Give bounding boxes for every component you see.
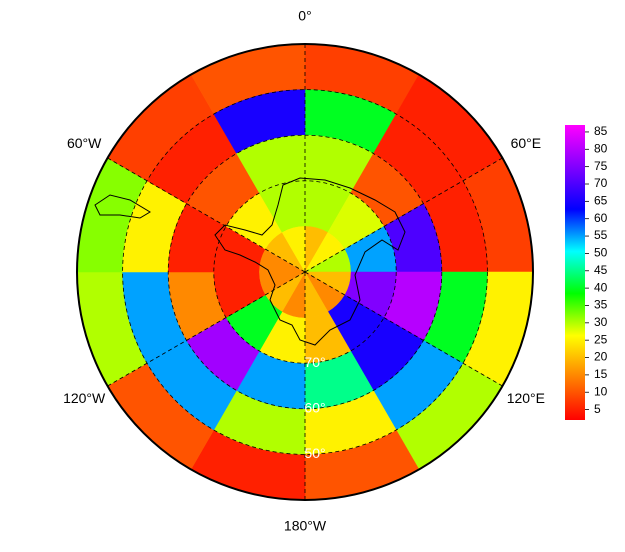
colorbar-tick-label: 70: [594, 176, 608, 190]
colorbar-tick-label: 10: [594, 384, 608, 398]
colorbar-tick-label: 25: [594, 332, 608, 346]
meridian: [107, 271, 306, 387]
colorbar-tick-label: 15: [594, 367, 608, 381]
colorbar: [565, 125, 585, 420]
parallel: [213, 180, 397, 364]
colorbar-tick-label: 20: [594, 350, 608, 364]
colorbar-tick-label: 60: [594, 211, 608, 225]
colorbar-tick-label: 30: [594, 315, 608, 329]
colorbar-tick-label: 50: [594, 246, 608, 260]
lon-label: 0°: [298, 8, 311, 24]
colorbar-tick-label: 55: [594, 228, 608, 242]
lat-label: 50°: [304, 445, 325, 461]
lat-label: 70°: [304, 354, 325, 370]
colorbar-tick-label: 35: [594, 298, 608, 312]
lon-label: 180°W: [284, 518, 327, 534]
parallel: [167, 134, 443, 410]
meridian: [107, 157, 306, 273]
colorbar-tick-label: 85: [594, 124, 608, 138]
meridian: [304, 157, 503, 273]
graticule: [107, 44, 503, 500]
colorbar-tick-label: 75: [594, 159, 608, 173]
labels: 0° 60°E 120°E 180°W 120°W 60°W 50° 60° 70°: [63, 8, 545, 534]
colorbar-ticks: 5 10 15 20 25 30 35 40 45 50 55 60 65 70 75 80 85: [585, 124, 608, 416]
coastline: [214, 177, 406, 346]
lon-label: 120°E: [507, 390, 545, 406]
colorbar-tick-label: 80: [594, 141, 608, 155]
colorbar-tick-label: 5: [594, 402, 601, 416]
parallel: [122, 89, 488, 455]
lon-label: 120°W: [63, 390, 106, 406]
lon-label: 60°W: [67, 135, 102, 151]
colorbar-tick-label: 45: [594, 263, 608, 277]
meridian: [304, 271, 503, 387]
lon-label: 60°E: [511, 135, 542, 151]
coastline: [94, 194, 151, 219]
lat-label: 60°: [304, 400, 325, 416]
map-border: [76, 43, 534, 501]
colorbar-tick-label: 65: [594, 194, 608, 208]
colorbar-tick-label: 40: [594, 280, 608, 294]
